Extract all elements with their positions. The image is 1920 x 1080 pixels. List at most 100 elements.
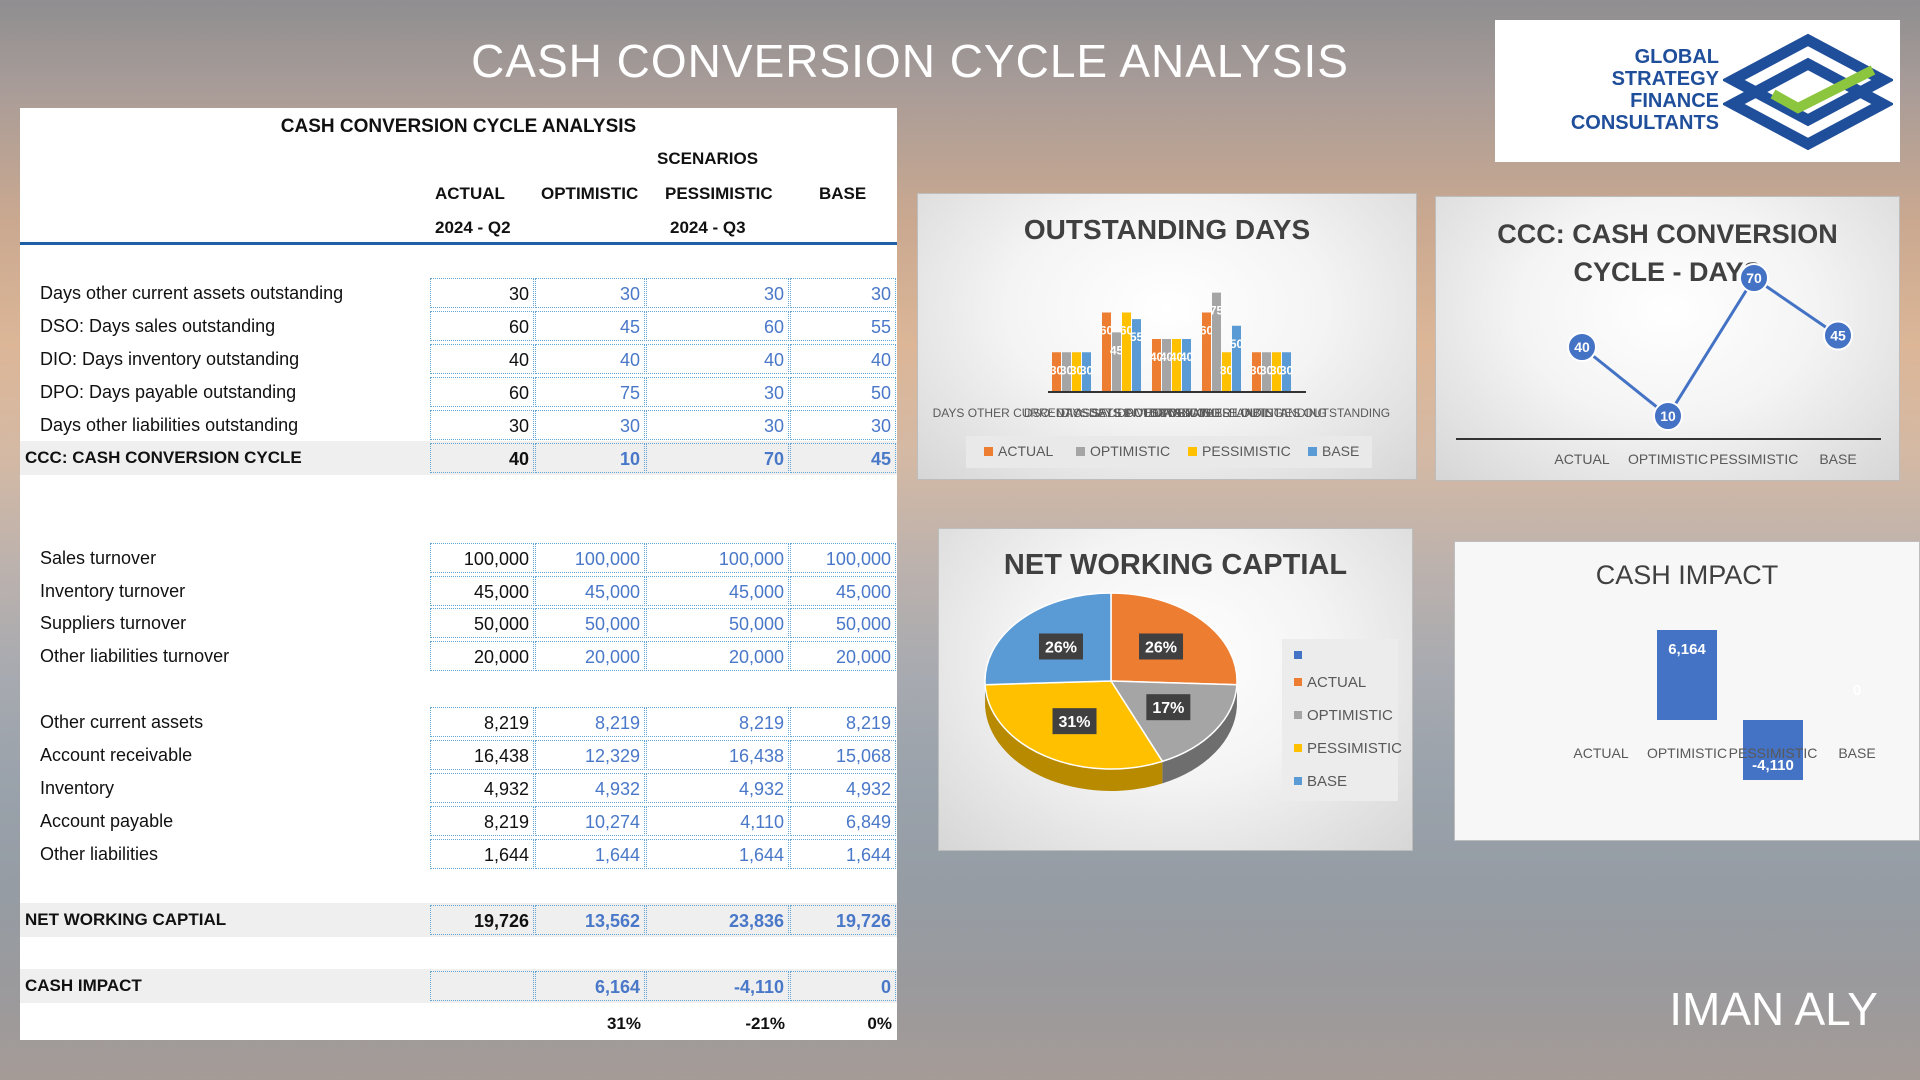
table-cell[interactable]: 30: [646, 278, 789, 308]
table-cell[interactable]: 23,836: [646, 905, 789, 935]
table-cell[interactable]: 40: [790, 344, 896, 374]
table-cell[interactable]: 45: [790, 443, 896, 473]
table-cell[interactable]: 8,219: [430, 806, 534, 836]
table-cell[interactable]: 4,932: [535, 773, 645, 803]
table-cell[interactable]: 30: [430, 278, 534, 308]
table-cell[interactable]: 60: [430, 377, 534, 407]
scenarios-header: SCENARIOS: [657, 149, 759, 168]
pie-slice-optimistic: [1109, 680, 1238, 763]
legend-swatch: [1188, 447, 1197, 456]
bar-optimistic: [1112, 332, 1121, 392]
table-cell[interactable]: 4,110: [646, 806, 789, 836]
table-cell[interactable]: 15,068: [790, 740, 896, 770]
table-cell[interactable]: 50: [790, 377, 896, 407]
bar-actual: [1152, 339, 1161, 392]
ccc-table-panel: CASH CONVERSION CYCLE ANALYSIS SCENARIOS…: [20, 108, 897, 1040]
table-cell[interactable]: 100,000: [430, 543, 534, 573]
table-cell[interactable]: 100,000: [646, 543, 789, 573]
table-cell[interactable]: 45,000: [535, 576, 645, 606]
table-cell[interactable]: 45,000: [430, 576, 534, 606]
data-label: 45: [1110, 343, 1124, 357]
table-cell[interactable]: 6,849: [790, 806, 896, 836]
table-cell[interactable]: 50,000: [646, 608, 789, 638]
table-cell[interactable]: 30: [790, 278, 896, 308]
legend-box: [966, 436, 1372, 468]
table-cell[interactable]: 100,000: [790, 543, 896, 573]
table-cell[interactable]: 45,000: [646, 576, 789, 606]
table-cell[interactable]: 40: [535, 344, 645, 374]
bar-actual: [1202, 312, 1211, 392]
data-label: 30: [1260, 363, 1274, 377]
table-cell[interactable]: 50,000: [535, 608, 645, 638]
table-cell[interactable]: 8,219: [646, 707, 789, 737]
category-label: DIO: DAYS INVENTORY OUTSTANDING: [1061, 406, 1283, 420]
table-cell[interactable]: 30: [430, 410, 534, 440]
table-cell[interactable]: 1,644: [790, 839, 896, 869]
legend-label: OPTIMISTIC: [1090, 443, 1170, 459]
table-cell[interactable]: 70: [646, 443, 789, 473]
table-cell[interactable]: 6,164: [535, 971, 645, 1001]
table-cell[interactable]: 30: [646, 377, 789, 407]
logo-line: CONSULTANTS: [1570, 112, 1719, 134]
table-cell[interactable]: 4,932: [790, 773, 896, 803]
row-highlight: [20, 969, 897, 1003]
table-cell[interactable]: 13,562: [535, 905, 645, 935]
row-label: CCC: CASH CONVERSION CYCLE: [25, 448, 302, 467]
cash-impact-percent: -21%: [745, 1014, 785, 1033]
table-cell[interactable]: 50,000: [790, 608, 896, 638]
table-cell[interactable]: 4,932: [646, 773, 789, 803]
table-cell[interactable]: 45,000: [790, 576, 896, 606]
bar-optimistic: [1262, 352, 1271, 392]
table-cell[interactable]: 0: [790, 971, 896, 1001]
table-cell[interactable]: 30: [535, 278, 645, 308]
table-cell[interactable]: 60: [430, 311, 534, 341]
table-cell[interactable]: 75: [535, 377, 645, 407]
table-cell[interactable]: 8,219: [430, 707, 534, 737]
table-cell[interactable]: 40: [430, 443, 534, 473]
table-cell[interactable]: 20,000: [430, 641, 534, 671]
data-label: 55: [1130, 330, 1144, 344]
data-label: 6,164: [1668, 641, 1706, 658]
table-cell[interactable]: 55: [790, 311, 896, 341]
legend-swatch: [1076, 447, 1085, 456]
table-cell[interactable]: 20,000: [535, 641, 645, 671]
table-cell[interactable]: 30: [535, 410, 645, 440]
category-label: DSO: DAYS SALES OUTSTANDING: [1024, 406, 1220, 420]
table-cell[interactable]: 8,219: [535, 707, 645, 737]
legend-swatch: [1294, 777, 1302, 785]
category-label: DPO: DAYS PAYABLE OUTSTANDING: [1117, 406, 1327, 420]
pie-label-box: [1139, 633, 1184, 660]
cash-impact-percent: 0%: [867, 1014, 892, 1033]
table-cell[interactable]: 100,000: [535, 543, 645, 573]
table-cell[interactable]: 20,000: [646, 641, 789, 671]
table-cell[interactable]: 10: [535, 443, 645, 473]
table-cell[interactable]: -4,110: [646, 971, 789, 1001]
cash-impact-chart: CASH IMPACT 6,164 -4,110 0 ACTUAL OPTIMISTIC…: [1454, 541, 1920, 841]
table-cell[interactable]: 4,932: [430, 773, 534, 803]
bar-pessimistic: [1272, 352, 1281, 392]
table-cell[interactable]: 50,000: [430, 608, 534, 638]
table-cell[interactable]: 1,644: [646, 839, 789, 869]
table-cell[interactable]: 12,329: [535, 740, 645, 770]
logo: GLOBAL STRATEGY FINANCE CONSULTANTS: [1495, 20, 1900, 162]
table-cell[interactable]: 45: [535, 311, 645, 341]
table-cell[interactable]: 19,726: [790, 905, 896, 935]
table-cell[interactable]: 30: [646, 410, 789, 440]
table-cell[interactable]: [430, 971, 534, 1001]
category-label: DAYS OTHER CURRENT ASSETS OUTSTANDING: [933, 406, 1212, 420]
table-cell[interactable]: 1,644: [430, 839, 534, 869]
data-label: 60: [1120, 324, 1134, 338]
chart-title: CASH IMPACT: [1595, 560, 1779, 590]
table-cell[interactable]: 40: [430, 344, 534, 374]
table-cell[interactable]: 16,438: [646, 740, 789, 770]
table-cell[interactable]: 30: [790, 410, 896, 440]
table-cell[interactable]: 40: [646, 344, 789, 374]
table-cell[interactable]: 10,274: [535, 806, 645, 836]
table-cell[interactable]: 60: [646, 311, 789, 341]
table-cell[interactable]: 20,000: [790, 641, 896, 671]
table-cell[interactable]: 8,219: [790, 707, 896, 737]
table-cell[interactable]: 1,644: [535, 839, 645, 869]
period-scenarios: 2024 - Q3: [670, 218, 746, 237]
table-cell[interactable]: 16,438: [430, 740, 534, 770]
table-cell[interactable]: 19,726: [430, 905, 534, 935]
